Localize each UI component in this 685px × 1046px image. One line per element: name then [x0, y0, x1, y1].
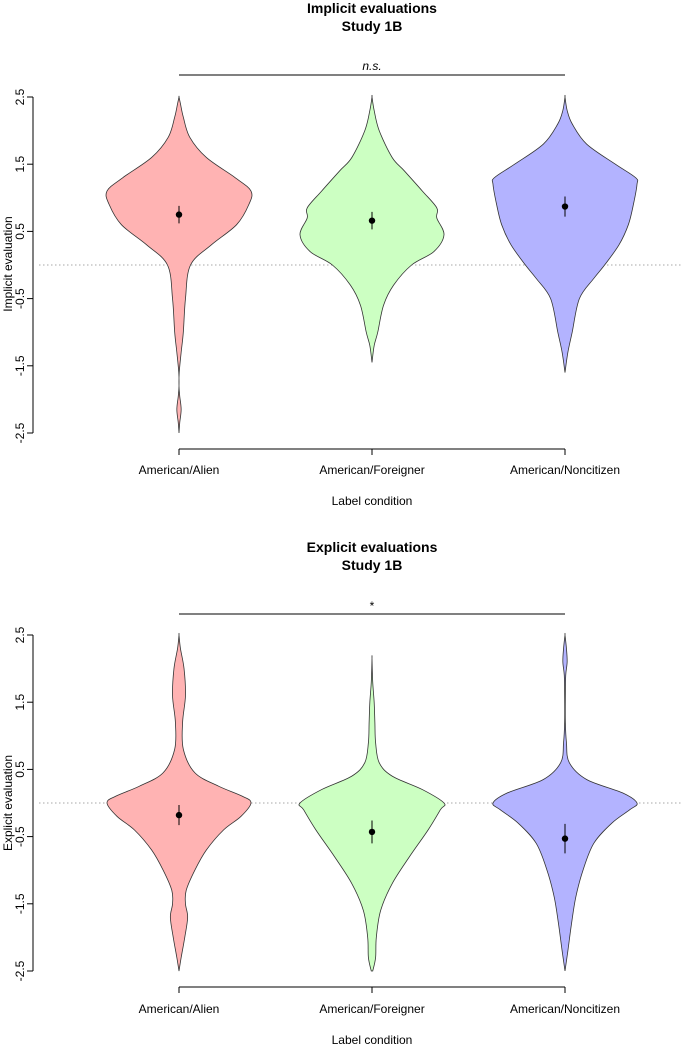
- explicit-panel: Explicit evaluations Study 1B -2.5 -1.5 -0…: [1, 539, 683, 1046]
- mean-point: [368, 828, 376, 836]
- y-tick-label: -1.5: [13, 355, 27, 376]
- plot-area: -2.5 -1.5 -0.5 0.5 1.5 2.5 American/Alien Ameri…: [13, 613, 683, 1016]
- x-tick-label: American/Noncitizen: [510, 463, 620, 477]
- violin-american-alien: [105, 95, 253, 434]
- significance-label: n.s.: [362, 59, 381, 73]
- x-tick-label: American/Alien: [139, 1002, 220, 1016]
- x-tick-label: American/Noncitizen: [510, 1002, 620, 1016]
- y-axis-label: Implicit evaluation: [1, 216, 15, 311]
- y-tick-label: 0.5: [13, 223, 27, 240]
- panel-subtitle: Study 1B: [342, 18, 403, 34]
- implicit-panel: Implicit evaluations Study 1B -2.5 -1.5 -0…: [1, 0, 683, 508]
- y-tick-label: 1.5: [13, 694, 27, 711]
- x-axis-label: Label condition: [332, 494, 413, 508]
- panel-title: Implicit evaluations: [307, 0, 437, 16]
- violin-american-alien: [106, 632, 252, 972]
- x-tick-label: American/Foreigner: [319, 463, 424, 477]
- panel-subtitle: Study 1B: [342, 557, 403, 573]
- mean-point: [561, 203, 569, 210]
- mean-point: [175, 211, 183, 218]
- y-tick-label: 2.5: [13, 88, 27, 105]
- y-tick-label: 0.5: [13, 761, 27, 778]
- plot-area: -2.5 -1.5 -0.5 0.5 1.5 2.5 American/Alien Ameri…: [13, 74, 683, 477]
- mean-point: [561, 835, 569, 842]
- y-tick-label: -2.5: [13, 422, 27, 443]
- violin-american-noncitizen: [492, 632, 638, 972]
- y-tick-label: -0.5: [13, 288, 27, 309]
- mean-point: [368, 217, 376, 224]
- x-tick-label: American/Foreigner: [319, 1002, 424, 1016]
- y-tick-label: -2.5: [13, 960, 27, 981]
- y-axis-label: Explicit evaluation: [1, 755, 15, 851]
- violin-american-foreigner: [298, 655, 446, 972]
- y-tick-label: -1.5: [13, 893, 27, 914]
- violin-american-noncitizen: [491, 94, 639, 373]
- significance-label: *: [370, 599, 375, 613]
- y-tick-label: -0.5: [13, 826, 27, 847]
- y-tick-label: 1.5: [13, 156, 27, 173]
- x-axis-label: Label condition: [332, 1033, 413, 1046]
- panel-title: Explicit evaluations: [307, 539, 438, 555]
- x-tick-label: American/Alien: [139, 463, 220, 477]
- y-tick-label: 2.5: [13, 626, 27, 643]
- mean-point: [175, 811, 183, 819]
